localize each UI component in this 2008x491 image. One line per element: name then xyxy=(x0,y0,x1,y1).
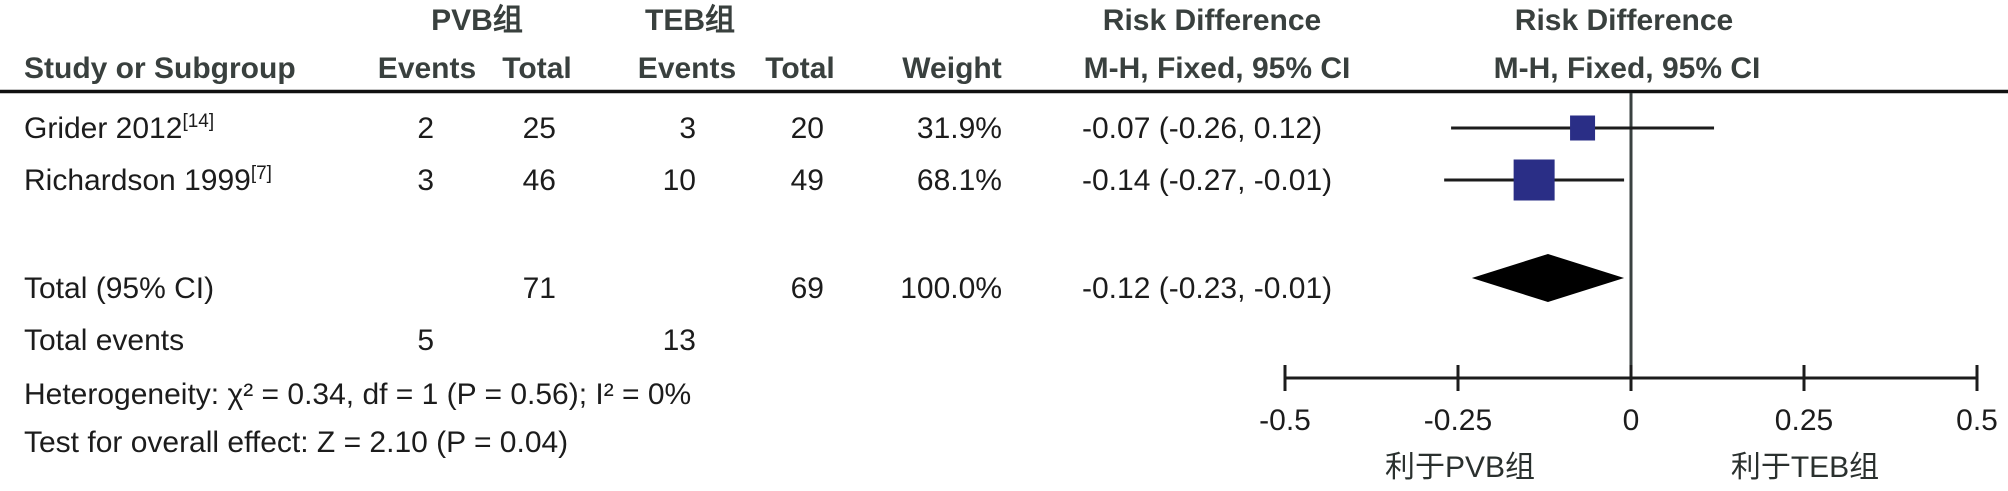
axis-tick-label: -0.25 xyxy=(1424,404,1492,437)
risk-difference-plot-header: Risk Difference xyxy=(1514,4,1734,37)
axis-tick-label: 0.25 xyxy=(1775,404,1833,437)
axis-tick-label: -0.5 xyxy=(1259,404,1311,437)
risk-difference-text-header: Risk Difference xyxy=(1102,4,1322,37)
total-weight: 100.0% xyxy=(900,272,1002,305)
total-events-teb: 13 xyxy=(662,324,696,357)
total-events-pvb: 5 xyxy=(417,324,434,357)
pvb-events-value: 2 xyxy=(417,112,434,145)
ci-text-value: -0.07 (-0.26, 0.12) xyxy=(1082,112,1323,145)
study-name: Richardson 1999[7] xyxy=(24,163,272,197)
teb-events-header: Events xyxy=(637,52,737,85)
effect-square xyxy=(1513,159,1555,201)
total-teb-n: 69 xyxy=(790,272,824,305)
total-ci-text: -0.12 (-0.23, -0.01) xyxy=(1082,272,1333,305)
pvb-events-header: Events xyxy=(377,52,477,85)
weight-value: 31.9% xyxy=(916,112,1002,145)
pvb-total-value: 25 xyxy=(522,112,556,145)
heterogeneity-stats: Heterogeneity: χ² = 0.34, df = 1 (P = 0.… xyxy=(24,378,692,411)
teb-events-value: 3 xyxy=(679,112,696,145)
teb-total-value: 49 xyxy=(790,164,824,197)
total-label: Total (95% CI) xyxy=(24,272,215,305)
total-pvb-n: 71 xyxy=(522,272,556,305)
study-name: Grider 2012[14] xyxy=(24,111,215,145)
pvb-events-value: 3 xyxy=(417,164,434,197)
method-plot-header: M-H, Fixed, 95% CI xyxy=(1493,52,1761,85)
axis-tick-label: 0.5 xyxy=(1956,404,1998,437)
teb-total-header: Total xyxy=(765,52,835,85)
pvb-total-header: Total xyxy=(502,52,572,85)
axis-tick-label: 0 xyxy=(1623,404,1640,437)
pvb-group-header: PVB组 xyxy=(431,4,523,37)
overall-effect-test: Test for overall effect: Z = 2.10 (P = 0… xyxy=(24,426,569,459)
method-text-header: M-H, Fixed, 95% CI xyxy=(1083,52,1351,85)
favors-right-label: 利于TEB组 xyxy=(1730,451,1880,484)
favors-left-label: 利于PVB组 xyxy=(1384,451,1536,484)
total-events-label: Total events xyxy=(24,324,185,357)
teb-total-value: 20 xyxy=(790,112,824,145)
teb-events-value: 10 xyxy=(662,164,696,197)
weight-header: Weight xyxy=(902,52,1002,85)
pooled-diamond xyxy=(1471,254,1625,302)
reference-superscript: [7] xyxy=(250,163,272,184)
weight-value: 68.1% xyxy=(916,164,1002,197)
ci-text-value: -0.14 (-0.27, -0.01) xyxy=(1082,164,1333,197)
reference-superscript: [14] xyxy=(182,111,215,132)
effect-square xyxy=(1570,115,1596,141)
pvb-total-value: 46 xyxy=(522,164,556,197)
study-column-header: Study or Subgroup xyxy=(24,52,296,85)
teb-group-header: TEB组 xyxy=(645,4,735,37)
